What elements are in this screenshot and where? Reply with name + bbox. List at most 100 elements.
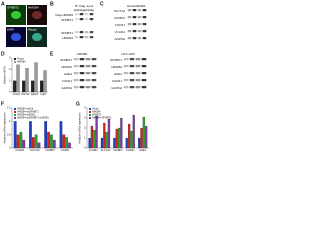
blot-row-label: FGFR1 (62, 79, 72, 83)
blot-band (132, 23, 137, 26)
blot-band (135, 72, 141, 75)
blot-band (84, 13, 89, 16)
blot-band (84, 36, 89, 39)
blot-row-label: GAPDH (111, 86, 122, 90)
blot-row-label: SFMBT1 (61, 31, 73, 35)
blot-band (79, 13, 84, 16)
y-tick-label: 0 (9, 90, 11, 94)
blot-band (142, 23, 147, 26)
bar (22, 80, 26, 93)
x-tick-label: SLC7A2 (101, 148, 111, 152)
blot-band (127, 30, 132, 33)
legend-swatch (89, 108, 91, 110)
bar (37, 142, 41, 149)
blot-band (142, 37, 147, 40)
bar (105, 131, 108, 149)
bar (50, 134, 53, 149)
bar (140, 127, 143, 149)
legend-label: HMGB4+shSFMBT1 (17, 111, 40, 114)
blot-band (89, 13, 94, 16)
blot-row-label: Flag-HMGB4 (55, 13, 73, 17)
blot-row-label: ESE1 (114, 72, 122, 76)
legend-label: Vector (17, 58, 24, 61)
x-tick-label: VCAM1 (89, 148, 98, 152)
bar (25, 68, 29, 93)
blot-band (137, 37, 142, 40)
legend-label: HMGB4 (17, 61, 26, 64)
lane-label: HMGB4 (135, 4, 146, 8)
legend-swatch (89, 114, 91, 116)
blot-band (135, 86, 141, 89)
blot-band (123, 86, 129, 89)
blot-band (127, 37, 132, 40)
bar (100, 137, 104, 149)
bar (132, 114, 135, 149)
y-axis-label: Relative mRNA expression (3, 112, 7, 143)
lane-label: IgG (74, 8, 80, 12)
blot-band (141, 86, 147, 89)
y-tick-label: 1 (84, 136, 86, 140)
blot-band (132, 30, 137, 33)
bar (59, 121, 63, 149)
bar (88, 137, 91, 149)
bar (47, 131, 50, 149)
blot-band (79, 18, 84, 21)
bar (31, 137, 35, 149)
y-axis-label: Relative mRNA (3, 66, 7, 84)
blot-header: IP: Flag (75, 4, 86, 8)
blot-row-label: SFMBT1 (61, 18, 73, 22)
bar (125, 137, 128, 149)
blot-band (123, 72, 129, 75)
lane-label: Vector (127, 4, 136, 8)
bar (19, 131, 23, 149)
legend-label: SFMBT1 (92, 114, 102, 117)
blot-row-label: SFMBT1 (110, 58, 122, 62)
blot-band (91, 86, 97, 89)
blot-row-label: VCAM1 (115, 30, 126, 34)
legend-swatch (89, 117, 91, 119)
blot-band (84, 31, 89, 34)
bar (120, 117, 123, 149)
y-tick-label: 4 (84, 106, 86, 110)
panel-letter: C (100, 1, 104, 7)
bar (44, 121, 48, 149)
blot-band (79, 65, 85, 68)
blot-band (141, 58, 147, 61)
bar (34, 62, 38, 93)
bar (22, 139, 26, 149)
bar (117, 127, 121, 149)
blot-band (132, 9, 137, 12)
legend-label: HMGB4+SFMBT1 (92, 117, 112, 120)
blot-band (79, 36, 84, 39)
panel-letter: G (76, 101, 80, 107)
bar (115, 128, 118, 149)
legend-swatch (14, 61, 16, 63)
blot-band (137, 9, 142, 12)
blot-band (123, 58, 129, 61)
blot-band (127, 9, 132, 12)
bar (13, 80, 17, 93)
lane-label: Flag (78, 8, 84, 12)
blot-band (91, 79, 97, 82)
bar (130, 130, 133, 149)
image-label: Merge (28, 27, 37, 31)
legend-swatch (89, 111, 91, 113)
blot-header: HMGB4 (77, 52, 88, 56)
x-tick-label: ESE1 (139, 148, 146, 152)
blot-band (137, 23, 142, 26)
blot-row-label: HMGB4 (62, 36, 73, 40)
cell-nucleus (11, 11, 21, 19)
x-tick-label: Igfbp2 (31, 92, 39, 96)
x-tick-label: IGFBP2 (113, 148, 123, 152)
blot-band (141, 79, 147, 82)
blot-band (85, 58, 91, 61)
panel-letter: D (1, 51, 5, 57)
y-tick-label: 3 (9, 56, 11, 60)
legend-label: HMGB4+shCtrl (17, 108, 34, 111)
legend-label: Vector (92, 108, 99, 111)
blot-band (79, 86, 85, 89)
y-tick-label: 1 (9, 78, 11, 82)
lane-label: Flag (88, 8, 94, 12)
blot-band (123, 79, 129, 82)
cell-nucleus (11, 33, 21, 41)
